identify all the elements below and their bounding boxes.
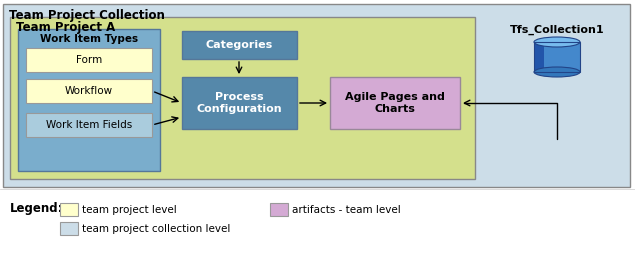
Text: Work Item Types: Work Item Types: [40, 34, 138, 44]
Text: Team Project Collection: Team Project Collection: [9, 9, 165, 22]
Text: Legend:: Legend:: [10, 202, 64, 215]
Text: Work Item Fields: Work Item Fields: [46, 120, 132, 130]
Bar: [26, 113, 152, 137]
Bar: [3, 4, 630, 187]
Text: Process
Configuration: Process Configuration: [196, 92, 282, 114]
Bar: [330, 77, 460, 129]
Text: Categories: Categories: [205, 40, 272, 50]
Bar: [60, 203, 78, 216]
Ellipse shape: [534, 37, 580, 47]
Bar: [534, 42, 544, 72]
Bar: [26, 79, 152, 103]
Text: Team Project A: Team Project A: [16, 21, 115, 34]
Bar: [534, 42, 580, 72]
Bar: [26, 48, 152, 72]
Ellipse shape: [534, 67, 580, 77]
Text: team project level: team project level: [82, 205, 177, 215]
Bar: [0, 189, 635, 257]
Text: Form: Form: [76, 55, 102, 65]
Text: Tfs_Collection1: Tfs_Collection1: [510, 25, 605, 35]
Text: Agile Pages and
Charts: Agile Pages and Charts: [345, 92, 445, 114]
Bar: [182, 31, 297, 59]
Text: artifacts - team level: artifacts - team level: [292, 205, 401, 215]
Bar: [10, 17, 475, 179]
Bar: [534, 42, 580, 72]
Bar: [182, 77, 297, 129]
Bar: [270, 203, 288, 216]
Text: team project collection level: team project collection level: [82, 224, 231, 234]
Text: Workflow: Workflow: [65, 86, 113, 96]
Bar: [18, 29, 160, 171]
Bar: [60, 222, 78, 235]
